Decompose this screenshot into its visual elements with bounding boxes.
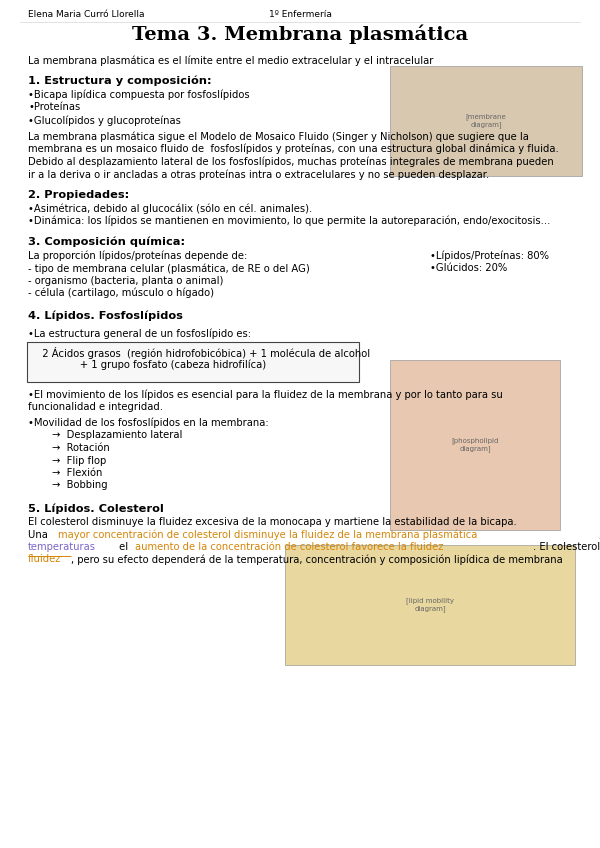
- Text: fluidez: fluidez: [28, 555, 61, 565]
- Text: •Movilidad de los fosfoslípidos en la membrana:: •Movilidad de los fosfoslípidos en la me…: [28, 418, 269, 428]
- Text: [lipid mobility
diagram]: [lipid mobility diagram]: [406, 598, 454, 612]
- Text: [membrane
diagram]: [membrane diagram]: [466, 114, 506, 128]
- Text: •Glucolípidos y glucoproteínas: •Glucolípidos y glucoproteínas: [28, 115, 181, 126]
- Text: 4. Lípidos. Fosfoslípidos: 4. Lípidos. Fosfoslípidos: [28, 310, 183, 321]
- Text: - tipo de membrana celular (plasmática, de RE o del AG): - tipo de membrana celular (plasmática, …: [28, 263, 310, 274]
- Text: Una: Una: [28, 529, 51, 539]
- Text: , pero, a: , pero, a: [599, 529, 600, 539]
- FancyBboxPatch shape: [285, 545, 575, 665]
- Text: •El movimiento de los lípidos es esencial para la fluidez de la membrana y por l: •El movimiento de los lípidos es esencia…: [28, 389, 503, 399]
- Text: ir a la deriva o ir ancladas a otras proteínas intra o extracelulares y no se pu: ir a la deriva o ir ancladas a otras pro…: [28, 169, 489, 180]
- FancyBboxPatch shape: [27, 342, 359, 382]
- Text: 1. Estructura y composición:: 1. Estructura y composición:: [28, 76, 212, 86]
- Text: [phospholipid
diagram]: [phospholipid diagram]: [451, 438, 499, 452]
- Text: →  Rotación: → Rotación: [52, 443, 110, 453]
- Text: 5. Lípidos. Colesterol: 5. Lípidos. Colesterol: [28, 503, 164, 514]
- Text: •Dinámica: los lípidos se mantienen en movimiento, lo que permite la autoreparac: •Dinámica: los lípidos se mantienen en m…: [28, 216, 550, 226]
- FancyBboxPatch shape: [390, 360, 560, 530]
- Text: →  Bobbing: → Bobbing: [52, 481, 107, 490]
- Text: funcionalidad e integridad.: funcionalidad e integridad.: [28, 401, 163, 411]
- Text: •La estructura general de un fosfoslípido es:: •La estructura general de un fosfoslípid…: [28, 328, 251, 339]
- Text: mayor concentración de colesterol disminuye la fluidez de la membrana plasmática: mayor concentración de colesterol dismin…: [58, 529, 477, 540]
- Text: •Bicapa lipídica compuesta por fosfoslípidos: •Bicapa lipídica compuesta por fosfoslíp…: [28, 90, 250, 101]
- Text: •Asimétrica, debido al glucocálix (sólo en cél. animales).: •Asimétrica, debido al glucocálix (sólo …: [28, 204, 312, 214]
- Text: •Proteínas: •Proteínas: [28, 103, 80, 113]
- Text: •Lípidos/Proteínas: 80%: •Lípidos/Proteínas: 80%: [430, 250, 549, 261]
- Text: - organismo (bacteria, planta o animal): - organismo (bacteria, planta o animal): [28, 276, 223, 286]
- Text: →  Desplazamiento lateral: → Desplazamiento lateral: [52, 431, 182, 440]
- Text: membrana es un mosaico fluido de  fosfoslípidos y proteínas, con una estructura : membrana es un mosaico fluido de fosfosl…: [28, 144, 559, 154]
- Text: Debido al desplazamiento lateral de los fosfoslípidos, muchas proteínas integral: Debido al desplazamiento lateral de los …: [28, 157, 554, 167]
- Text: 2. Propiedades:: 2. Propiedades:: [28, 189, 129, 199]
- Text: el: el: [116, 542, 131, 552]
- Text: 3. Composición química:: 3. Composición química:: [28, 237, 185, 247]
- Text: 2 Ácidos grasos  (región hidrofobicóbica) + 1 molécula de alcohol: 2 Ácidos grasos (región hidrofobicóbica)…: [36, 347, 370, 359]
- Text: + 1 grupo fosfato (cabeza hidrofilíca): + 1 grupo fosfato (cabeza hidrofilíca): [36, 360, 266, 370]
- Text: Tema 3. Membrana plasmática: Tema 3. Membrana plasmática: [132, 24, 468, 43]
- Text: temperaturas: temperaturas: [28, 542, 96, 552]
- Text: →  Flexión: → Flexión: [52, 468, 103, 478]
- Text: , pero su efecto dependerá de la temperatura, concentración y composición lipídi: , pero su efecto dependerá de la tempera…: [71, 555, 563, 565]
- Text: Elena Maria Curró Llorella: Elena Maria Curró Llorella: [28, 10, 145, 19]
- Text: aumento de la concentración de colesterol favorece la fluidez: aumento de la concentración de colestero…: [136, 542, 444, 552]
- Text: La membrana plasmática es el límite entre el medio extracelular y el intracelula: La membrana plasmática es el límite entr…: [28, 56, 433, 66]
- FancyBboxPatch shape: [390, 66, 582, 176]
- Text: - célula (cartilago, músculo o hígado): - célula (cartilago, músculo o hígado): [28, 288, 214, 298]
- Text: La proporción lípidos/proteínas depende de:: La proporción lípidos/proteínas depende …: [28, 250, 247, 261]
- Text: 1º Enfermería: 1º Enfermería: [269, 10, 331, 19]
- Text: . El colesterol: . El colesterol: [533, 542, 600, 552]
- Text: •Glúcidos: 20%: •Glúcidos: 20%: [430, 263, 507, 273]
- Text: El colesterol disminuye la fluidez excesiva de la monocapa y martiene la estabil: El colesterol disminuye la fluidez exces…: [28, 517, 517, 527]
- Text: →  Flip flop: → Flip flop: [52, 455, 106, 466]
- Text: La membrana plasmática sigue el Modelo de Mosaico Fluido (Singer y Nicholson) qu: La membrana plasmática sigue el Modelo d…: [28, 131, 529, 142]
